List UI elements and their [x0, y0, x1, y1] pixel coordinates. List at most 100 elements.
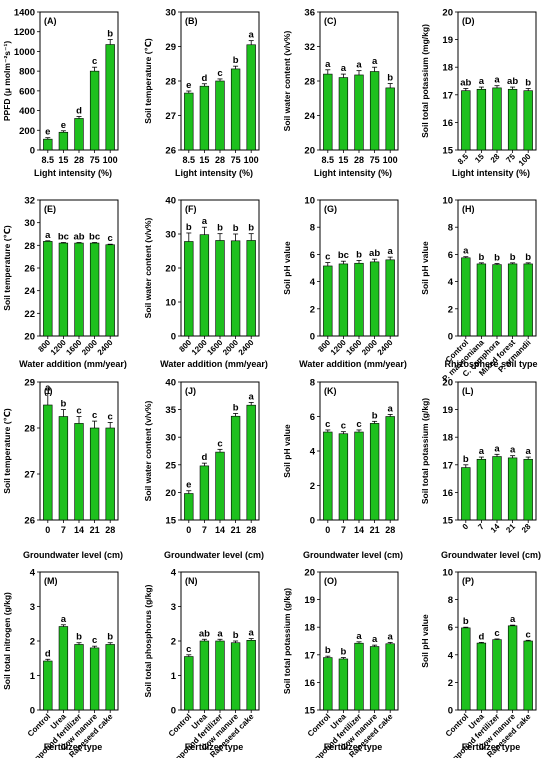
significance-letter: b [356, 250, 362, 261]
y-tick-label: 1 [171, 671, 177, 682]
significance-letter: a [479, 76, 485, 87]
y-tick-label: 6 [448, 250, 453, 261]
y-tick-label: 30 [165, 8, 176, 19]
significance-letter: a [372, 634, 378, 645]
bar [492, 87, 502, 151]
significance-letter: b [248, 223, 254, 234]
y-tick-label: 20 [304, 568, 315, 579]
x-tick-label: 15 [473, 152, 486, 165]
bar [58, 131, 69, 151]
y-tick-label: 20 [442, 378, 453, 389]
x-tick-label: 28 [246, 525, 256, 535]
panel-label: (E) [44, 204, 56, 214]
panel-label: (I) [44, 386, 53, 396]
x-tick-label: 7 [476, 522, 486, 532]
y-tick-label: 16 [442, 118, 453, 129]
significance-letter: b [186, 222, 192, 233]
bar [507, 88, 518, 151]
significance-letter: b [387, 73, 393, 84]
significance-letter: c [186, 644, 191, 655]
panel-O: 15 16 17 18 19 20 Soil total potassium (g/kg) (… [282, 568, 399, 763]
y-tick-label: 8 [310, 378, 315, 389]
bar [354, 431, 364, 521]
x-tick-label: 14 [489, 522, 502, 535]
bar [215, 240, 225, 337]
significance-letter: e [186, 480, 191, 491]
y-tick-label: 0 [171, 706, 176, 717]
x-tick-label: 15 [199, 155, 209, 165]
y-tick-label: 15 [304, 706, 315, 717]
y-tick-label: 20 [24, 332, 35, 343]
y-tick-label: 15 [442, 146, 453, 157]
y-axis-label: Soil temperature (℃) [2, 408, 12, 494]
y-tick-label: 8 [448, 595, 453, 606]
y-tick-label: 18 [442, 433, 453, 444]
y-tick-label: 0 [448, 706, 453, 717]
significance-letter: ab [369, 248, 380, 259]
x-tick-label: 0 [325, 525, 330, 535]
panel-label: (J) [185, 386, 196, 396]
bar [523, 263, 533, 337]
x-tick-label: 1600 [205, 338, 224, 357]
x-axis-label: Water addition (mm/year) [19, 359, 127, 369]
significance-letter: c [92, 56, 97, 67]
bar [230, 642, 241, 711]
y-tick-label: 30 [24, 218, 35, 229]
significance-letter: c [108, 411, 113, 422]
y-tick-label: 18 [304, 623, 315, 634]
significance-letter: ab [507, 76, 518, 87]
x-tick-label: 7 [341, 525, 346, 535]
bar [369, 423, 380, 521]
significance-letter: a [494, 75, 500, 86]
y-tick-label: 4 [30, 568, 36, 579]
y-tick-label: 1000 [14, 47, 35, 58]
x-tick-label: 14 [74, 525, 84, 535]
bar [74, 118, 84, 151]
y-tick-label: 0 [30, 146, 35, 157]
panel-I: 26 27 28 29 Soil temperature (℃) (I)a 0 b 7 c 14 c 2… [2, 378, 123, 561]
x-tick-label: 75 [504, 152, 517, 165]
y-tick-label: 1 [30, 671, 36, 682]
bar [105, 244, 115, 337]
y-tick-label: 36 [304, 8, 315, 19]
significance-letter: c [217, 438, 222, 449]
y-axis-label: Soil total potassium (mg/kg) [420, 24, 430, 138]
significance-letter: a [356, 60, 362, 71]
significance-letter: e [61, 120, 66, 131]
bar [354, 262, 364, 337]
significance-letter: b [494, 253, 500, 264]
y-tick-label: 19 [442, 405, 453, 416]
significance-letter: b [233, 223, 239, 234]
significance-letter: c [526, 629, 531, 640]
significance-letter: a [388, 631, 394, 642]
x-tick-label: 21 [504, 522, 517, 535]
bar [476, 263, 487, 337]
x-axis-label: Fertilizer type [44, 742, 103, 752]
bar [89, 427, 100, 521]
x-tick-label: 7 [61, 525, 66, 535]
x-axis-label: Groundwater level (cm) [164, 550, 264, 560]
y-tick-label: 24 [304, 111, 315, 122]
y-tick-label: 28 [304, 77, 315, 88]
y-tick-label: 2 [30, 637, 35, 648]
y-tick-label: 10 [442, 196, 453, 207]
bar [43, 660, 53, 711]
panel-label: (N) [185, 576, 198, 586]
y-axis-label: Soil pH value [282, 241, 292, 295]
bar [184, 241, 194, 337]
bar [230, 415, 241, 521]
y-tick-label: 10 [442, 568, 453, 579]
x-tick-label: 8.5 [456, 152, 471, 167]
x-tick-label: 2400 [376, 338, 395, 357]
panel-label: (F) [185, 204, 197, 214]
x-tick-label: 28 [354, 155, 364, 165]
y-axis-label: PPFD (μ molm⁻²s⁻¹) [2, 41, 12, 121]
y-tick-label: 4 [310, 277, 316, 288]
x-tick-label: 28 [105, 525, 115, 535]
x-tick-label: 28 [74, 155, 84, 165]
bar [492, 456, 502, 521]
y-tick-label: 600 [19, 86, 35, 97]
significance-letter: b [233, 55, 239, 66]
bar [461, 90, 471, 151]
